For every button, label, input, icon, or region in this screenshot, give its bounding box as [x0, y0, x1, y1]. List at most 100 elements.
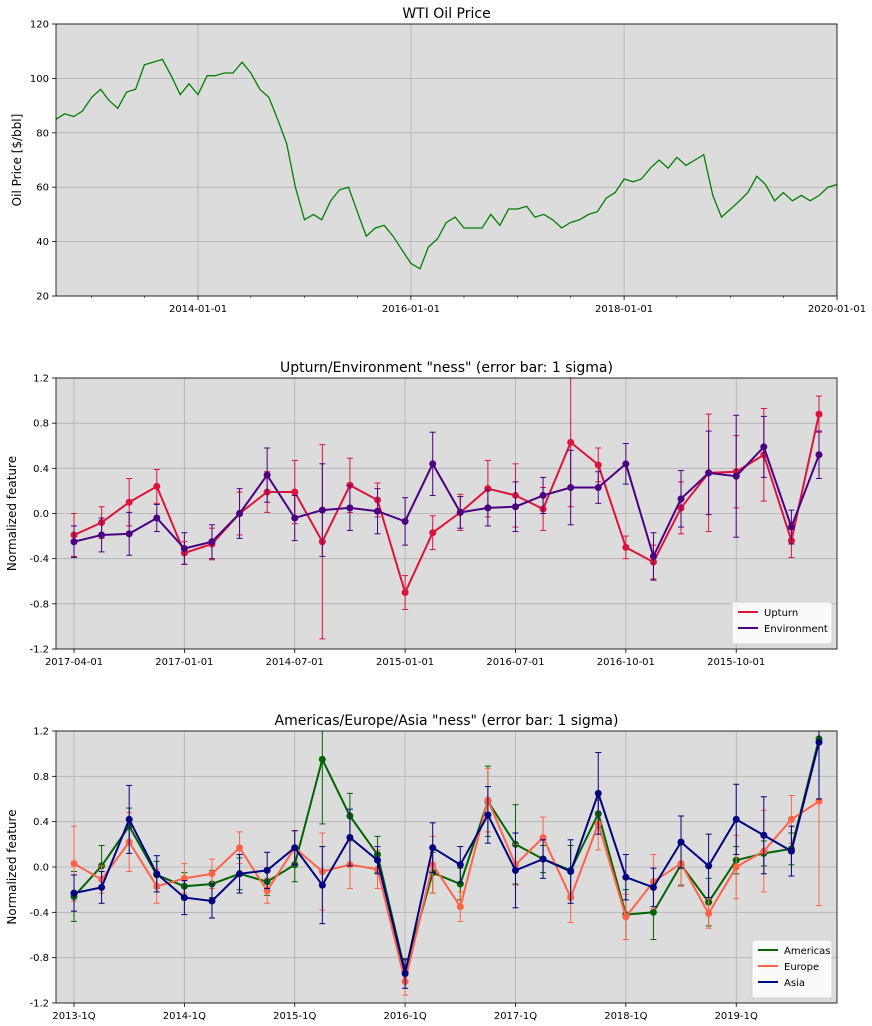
data-point-europe [539, 834, 547, 842]
data-point-europe [705, 909, 713, 917]
data-point-asia [456, 861, 464, 869]
tick-label-x: 2017-1Q [494, 1011, 537, 1022]
tick-label-y: 0.8 [33, 772, 49, 783]
data-point-environment [346, 504, 354, 512]
data-point-asia [401, 970, 409, 978]
data-point-asia [180, 894, 188, 902]
data-point-upturn [622, 543, 630, 551]
data-point-americas [456, 880, 464, 888]
series-line-americas [73, 738, 820, 972]
tick-label-x: 2016-10-01 [597, 657, 655, 668]
data-point-environment [429, 460, 437, 468]
data-point-upturn [153, 482, 161, 490]
tick-label-y: -1.2 [29, 645, 49, 656]
plot-area [56, 24, 837, 296]
chart-title: Upturn/Environment "ness" (error bar: 1 … [280, 360, 613, 376]
data-point-upturn [484, 485, 492, 493]
data-point-asia [760, 831, 768, 839]
series-line-upturn [73, 413, 820, 596]
data-point-environment [263, 471, 271, 479]
series-line-europe [73, 797, 820, 982]
data-point-environment [236, 510, 244, 517]
data-point-upturn [815, 410, 823, 418]
legend-label-asia: Asia [784, 978, 805, 989]
tick-label-x: 2017-04-01 [45, 657, 103, 668]
tick-label-x: 2018-1Q [604, 1011, 647, 1022]
data-point-europe [622, 913, 630, 921]
data-point-environment [180, 545, 188, 553]
data-point-asia [125, 815, 133, 823]
tick-label-x: 2014-07-01 [266, 657, 324, 668]
data-point-europe [815, 797, 823, 805]
data-point-asia [649, 883, 657, 891]
data-point-americas [649, 908, 657, 916]
data-point-upturn [429, 529, 437, 537]
chart-1: Upturn/Environment "ness" (error bar: 1 … [5, 360, 838, 668]
tick-label-x: 2015-01-01 [376, 657, 434, 668]
data-point-europe [263, 887, 271, 895]
data-point-environment [567, 484, 575, 492]
data-point-asia [153, 870, 161, 878]
legend-label-europe: Europe [784, 962, 819, 973]
tick-label-y: 1.2 [33, 727, 49, 738]
tick-label-y: 0.4 [33, 817, 49, 828]
data-point-environment [70, 538, 78, 546]
data-point-asia [815, 738, 823, 746]
data-point-asia [567, 868, 575, 876]
data-point-upturn [567, 438, 575, 446]
legend-label-americas: Americas [784, 946, 830, 957]
data-point-environment [760, 443, 768, 451]
data-point-asia [622, 873, 630, 881]
chart-2: Americas/Europe/Asia "ness" (error bar: … [5, 713, 838, 1022]
tick-label-x: 2015-10-01 [707, 657, 765, 668]
data-point-asia [677, 838, 685, 846]
data-point-environment [539, 491, 547, 499]
data-point-asia [705, 862, 713, 870]
data-point-environment [153, 514, 161, 522]
legend: Upturn Environment [731, 601, 833, 645]
data-point-asia [318, 881, 326, 889]
legend-box [751, 939, 833, 999]
tick-label-y: -0.4 [29, 908, 49, 919]
legend-label-environment: Environment [764, 624, 828, 635]
tick-label-x: 2019-1Q [715, 1011, 758, 1022]
data-point-environment [208, 538, 216, 546]
data-point-asia [787, 847, 795, 855]
tick-label-y: 0.0 [33, 863, 49, 874]
tick-label-y: 0.8 [33, 419, 49, 430]
series-line-oil-price [55, 58, 838, 270]
tick-label-y: 0.0 [33, 509, 49, 520]
data-point-environment [318, 506, 326, 514]
tick-label-y: 60 [36, 183, 49, 194]
data-point-environment [456, 508, 464, 516]
tick-label-x: 2020-01-01 [808, 304, 866, 315]
tick-label-x: 2015-1Q [273, 1011, 316, 1022]
data-point-environment [511, 503, 519, 511]
tick-label-x: 2016-1Q [383, 1011, 426, 1022]
plot-layer [70, 378, 823, 640]
y-axis-label: Normalized feature [5, 456, 19, 571]
data-point-asia [98, 883, 106, 891]
series-line-asia [73, 742, 820, 974]
data-point-environment [705, 469, 713, 477]
data-point-asia [484, 811, 492, 819]
data-point-asia [732, 815, 740, 823]
data-point-environment [622, 460, 630, 468]
data-point-europe [732, 863, 740, 871]
y-axis-label: Oil Price [$/bbl] [10, 114, 24, 207]
data-point-environment [649, 552, 657, 560]
tick-label-y: 100 [30, 74, 49, 85]
data-point-upturn [291, 488, 299, 496]
data-point-upturn [594, 461, 602, 469]
data-point-asia [511, 866, 519, 874]
data-point-environment [401, 517, 409, 525]
chart-title: WTI Oil Price [402, 6, 490, 22]
tick-label-x: 2014-1Q [163, 1011, 206, 1022]
data-point-asia [594, 789, 602, 797]
plot-border [55, 730, 838, 1004]
data-point-environment [594, 484, 602, 492]
plot-border [55, 23, 838, 297]
plot-layer [70, 731, 823, 996]
data-point-europe [787, 815, 795, 823]
